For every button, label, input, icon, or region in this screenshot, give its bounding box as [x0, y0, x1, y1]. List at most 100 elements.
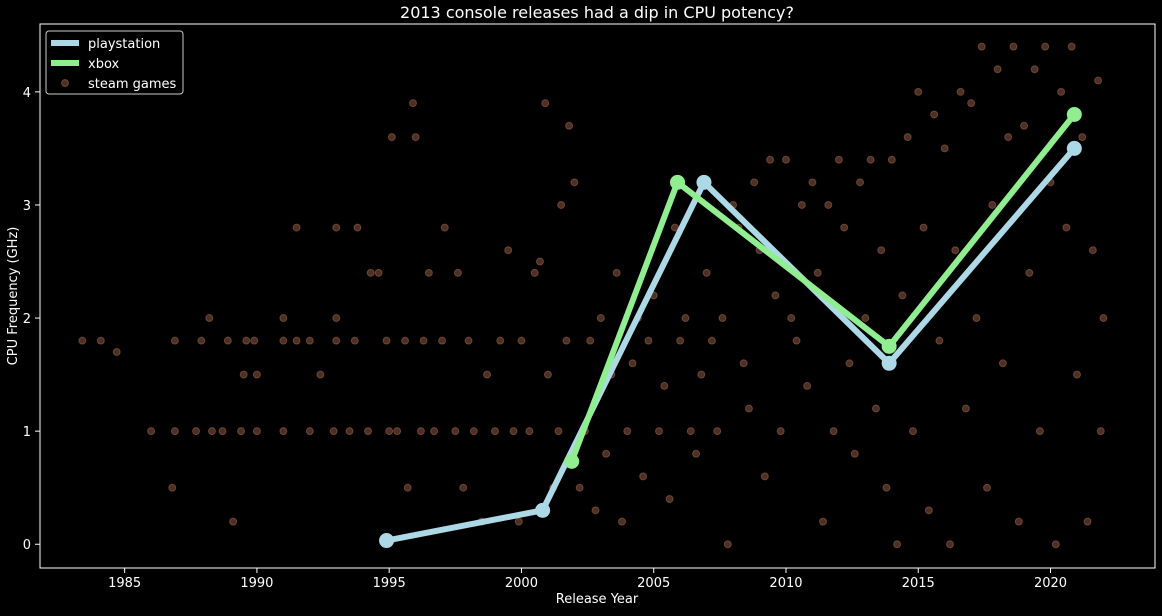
steam-game-point [570, 178, 579, 187]
steam-game-point [713, 427, 722, 436]
steam-game-point [96, 336, 105, 345]
steam-game-point [192, 427, 201, 436]
x-tick-label: 1985 [108, 576, 141, 591]
steam-game-point [385, 427, 394, 436]
steam-game-point [914, 87, 923, 96]
steam-game-point [834, 155, 843, 164]
y-tick-label: 2 [23, 312, 31, 327]
steam-game-point [424, 268, 433, 277]
steam-game-point [819, 517, 828, 526]
steam-game-point [945, 540, 954, 549]
x-tick-label: 2000 [505, 576, 538, 591]
playstation-marker [379, 533, 395, 549]
steam-game-point [628, 359, 637, 368]
legend-box [45, 30, 184, 95]
steam-game-point [504, 246, 513, 255]
steam-game-point [639, 472, 648, 481]
steam-game-point [1014, 517, 1023, 526]
y-tick-label: 4 [23, 86, 31, 101]
steam-game-point [305, 336, 314, 345]
steam-game-point [1051, 540, 1060, 549]
steam-game-point [237, 427, 246, 436]
steam-game-point [1004, 133, 1013, 142]
y-axis: 0 1 2 3 4 [23, 86, 40, 553]
steam-game-point [403, 483, 412, 492]
steam-game-point [1009, 42, 1018, 51]
playstation-marker [696, 174, 712, 190]
steam-game-point [416, 427, 425, 436]
y-axis-label: CPU Frequency (GHz) [6, 227, 21, 366]
y-tick-label: 3 [23, 199, 31, 214]
steam-game-point [168, 483, 177, 492]
legend: playstation xbox steam games [45, 30, 184, 95]
steam-game-point [170, 336, 179, 345]
steam-game-point [972, 314, 981, 323]
steam-game-point [787, 314, 796, 323]
legend-label: xbox [88, 57, 119, 72]
steam-game-point [951, 246, 960, 255]
steam-game-point [408, 99, 417, 108]
steam-game-point [464, 336, 473, 345]
steam-game-point [1067, 42, 1076, 51]
steam-game-point [718, 314, 727, 323]
steam-game-point [565, 121, 574, 130]
xbox-marker [881, 338, 897, 354]
steam-game-point [655, 427, 664, 436]
steam-game-point [292, 223, 301, 232]
xbox-line [568, 111, 1078, 465]
steam-game-point [866, 155, 875, 164]
steam-game-point [988, 200, 997, 209]
steam-game-point [903, 133, 912, 142]
x-tick-label: 2020 [1034, 576, 1067, 591]
steam-game-point [956, 87, 965, 96]
steam-game-point [744, 404, 753, 413]
steam-game-point [316, 370, 325, 379]
steam-game-point [1096, 427, 1105, 436]
legend-marker [61, 79, 69, 87]
steam-game-point [856, 178, 865, 187]
x-tick-label: 1995 [373, 576, 406, 591]
steam-game-point [242, 336, 251, 345]
steam-game-point [292, 336, 301, 345]
steam-game-point [707, 336, 716, 345]
playstation-marker [1066, 140, 1082, 156]
steam-game-point [977, 42, 986, 51]
steam-game-point [1083, 517, 1092, 526]
steam-game-point [147, 427, 156, 436]
steam-game-point [930, 110, 939, 119]
steam-game-point [279, 314, 288, 323]
y-tick-label: 0 [23, 538, 31, 553]
steam-game-point [623, 427, 632, 436]
steam-game-point [803, 381, 812, 390]
steam-game-point [250, 336, 259, 345]
playstation-marker [535, 502, 551, 518]
steam-game-point [1025, 268, 1034, 277]
steam-game-point [792, 336, 801, 345]
steam-game-point [813, 268, 822, 277]
steam-game-point [170, 427, 179, 436]
steam-game-point [935, 336, 944, 345]
steam-game-point [112, 347, 121, 356]
steam-game-point [681, 314, 690, 323]
steam-game-point [353, 223, 362, 232]
steam-game-point [411, 133, 420, 142]
steam-game-point [840, 223, 849, 232]
steam-game-point [697, 370, 706, 379]
legend-label: steam games [88, 77, 177, 92]
steam-game-point [430, 427, 439, 436]
steam-game-point [197, 336, 206, 345]
steam-game-point [850, 449, 859, 458]
xbox-marker [670, 174, 686, 190]
steam-game-point [345, 427, 354, 436]
steam-game-point [305, 427, 314, 436]
steam-game-point [967, 99, 976, 108]
steam-game-point [207, 427, 216, 436]
steam-game-point [1072, 370, 1081, 379]
x-axis-label: Release Year [556, 592, 639, 607]
steam-game-point [535, 257, 544, 266]
steam-game-point [239, 370, 248, 379]
steam-game-point [686, 427, 695, 436]
steam-game-point [760, 472, 769, 481]
steam-game-point [387, 133, 396, 142]
